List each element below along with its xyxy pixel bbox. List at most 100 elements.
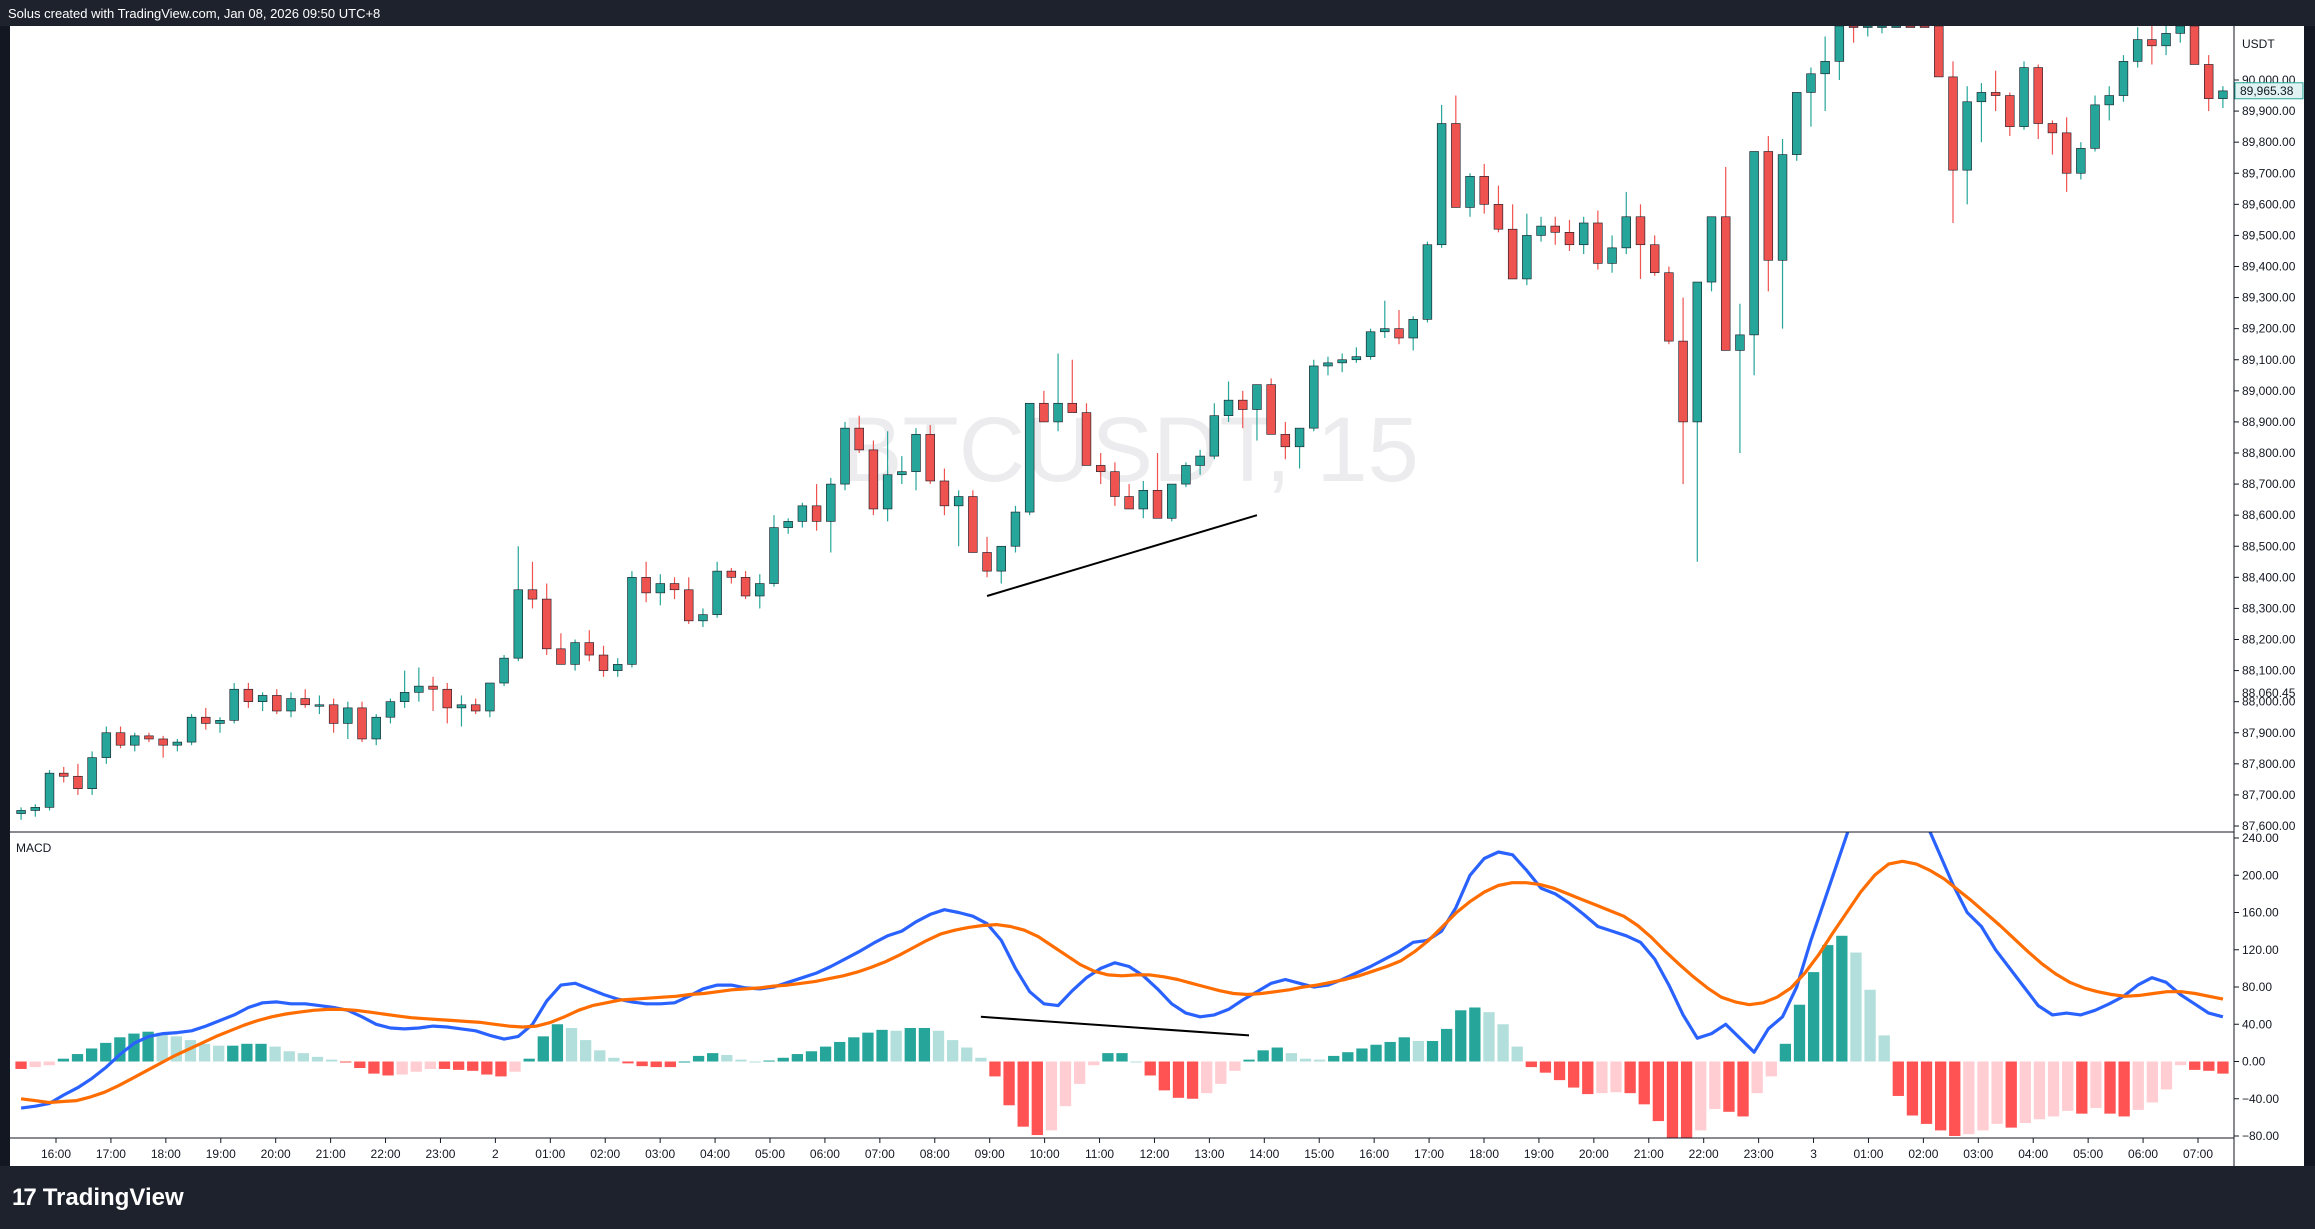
candle-body [840,427,850,485]
macd-histogram-bar [1088,1061,1100,1066]
macd-histogram-bar [2146,1061,2159,1103]
candle-body [2189,26,2200,65]
candle-body [16,810,26,814]
time-tick-label: 18:00 [1469,1147,1499,1161]
candle-body [797,505,808,522]
tradingview-logo-text: TradingView [42,1184,184,1211]
candle-body [257,695,268,702]
time-tick-label: 05:00 [755,1147,785,1161]
macd-histogram-bar [1935,1061,1947,1131]
candle-body [485,682,495,712]
macd-tick-label: 80.00 [2242,980,2272,994]
candle-body [769,527,779,584]
candle-body [826,483,836,522]
macd-histogram-bar [2104,1061,2116,1114]
candle-body [115,732,126,746]
time-tick-label: 15:00 [1304,1147,1334,1161]
candle-body [456,704,467,709]
macd-histogram-bar [438,1061,451,1069]
candle-body [2005,95,2015,127]
macd-histogram-bar [1539,1061,1552,1073]
candle-body [1721,216,1731,351]
candle-body [1436,123,1447,246]
crosshair-price-label: 88,060.45 [2242,686,2296,700]
candle-body [527,589,538,600]
candle-body [1522,235,1532,280]
time-tick-label: 2 [492,1147,499,1161]
candle-body [1167,483,1177,519]
chart-frame[interactable]: BTCUSDT, 15 MACD USDT 87,600.00 87,700.00 87… [10,26,2304,1166]
watermark-layer: BTCUSDT, 15 [841,399,1419,501]
candle-body [1806,73,1816,93]
candle-body [144,735,154,740]
macd-histogram-bar [241,1043,253,1062]
price-tick-label: 88,100.00 [2242,664,2296,678]
candle-body [939,480,950,507]
macd-histogram-bar [636,1061,648,1067]
price-tick-label: 89,800.00 [2242,135,2296,149]
macd-histogram-bar [608,1057,620,1062]
price-tick-label: 89,500.00 [2242,228,2296,242]
candle-body [1621,216,1631,249]
time-tick-label: 22:00 [1689,1147,1719,1161]
macd-histogram-bar [975,1057,987,1062]
macd-histogram-bar [495,1061,507,1077]
macd-histogram-bar [15,1061,27,1069]
macd-histogram-bar [1991,1061,2003,1124]
candle-body [371,716,381,740]
macd-histogram-bar [1186,1061,1199,1099]
time-tick-label: 3 [1810,1147,1817,1161]
axes-layer: MACD USDT 87,600.00 87,700.00 87,800.00 87,90… [10,26,2304,1166]
candle-body [59,772,69,777]
macd-histogram-bar [791,1054,804,1062]
macd-histogram-bar [29,1061,41,1068]
candle-body [1905,26,1916,28]
macd-tick-label: 160.00 [2242,906,2279,920]
candle-body [1863,26,1873,28]
time-tick-label: 21:00 [1634,1147,1664,1161]
candle-body [470,704,481,712]
candle-body [570,642,580,665]
candle-body [755,583,765,597]
macd-histogram-bar [325,1059,338,1062]
chart-canvas[interactable]: BTCUSDT, 15 MACD USDT 87,600.00 87,700.00 87… [10,26,2304,1166]
candle-body [982,552,992,572]
candle-body [1848,26,1859,28]
candle-body [953,496,964,507]
last-price-tag [2234,82,2304,100]
candle-body [2147,39,2157,47]
macd-histogram-bar [650,1061,662,1068]
time-tick-label: 22:00 [371,1147,401,1161]
candle-body [1394,328,1404,339]
price-tick-label: 88,900.00 [2242,415,2296,429]
candle-body [740,577,751,597]
candle-body [613,664,623,671]
macd-histogram-bar [1074,1061,1086,1084]
price-tick-label: 87,600.00 [2242,819,2296,833]
candle-body [201,716,211,724]
time-tick-label: 17:00 [1414,1147,1444,1161]
candle-body [996,545,1006,572]
candle-body [1337,359,1347,364]
candle-body [44,772,55,808]
candle-body [1564,232,1575,246]
candle-body [1536,225,1546,236]
time-tick-label: 07:00 [865,1147,895,1161]
candle-body [1550,225,1560,233]
tradingview-logo[interactable]: 17 TradingView [12,1184,184,1212]
macd-histogram-bar [664,1061,676,1068]
candle-body [1834,26,1845,62]
macd-histogram-bar [1511,1046,1523,1062]
candle-body [2118,61,2129,96]
macd-histogram-bar [1370,1044,1382,1062]
macd-histogram-bar [1356,1048,1368,1062]
macd-trendline [980,1015,1250,1037]
time-tick-label: 08:00 [920,1147,950,1161]
candle-body [811,505,822,522]
candle-body [1493,204,1504,230]
macd-histogram-bar [1130,1061,1142,1063]
macd-histogram-bar [142,1031,154,1062]
macd-line [20,832,2224,1110]
candle-body [1024,402,1035,513]
candle-body [1124,496,1134,510]
